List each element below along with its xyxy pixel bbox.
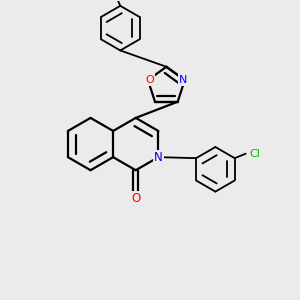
Text: O: O xyxy=(145,75,154,85)
Text: N: N xyxy=(179,75,188,85)
Text: Cl: Cl xyxy=(249,149,260,159)
Text: O: O xyxy=(131,192,140,205)
Text: N: N xyxy=(154,151,163,164)
